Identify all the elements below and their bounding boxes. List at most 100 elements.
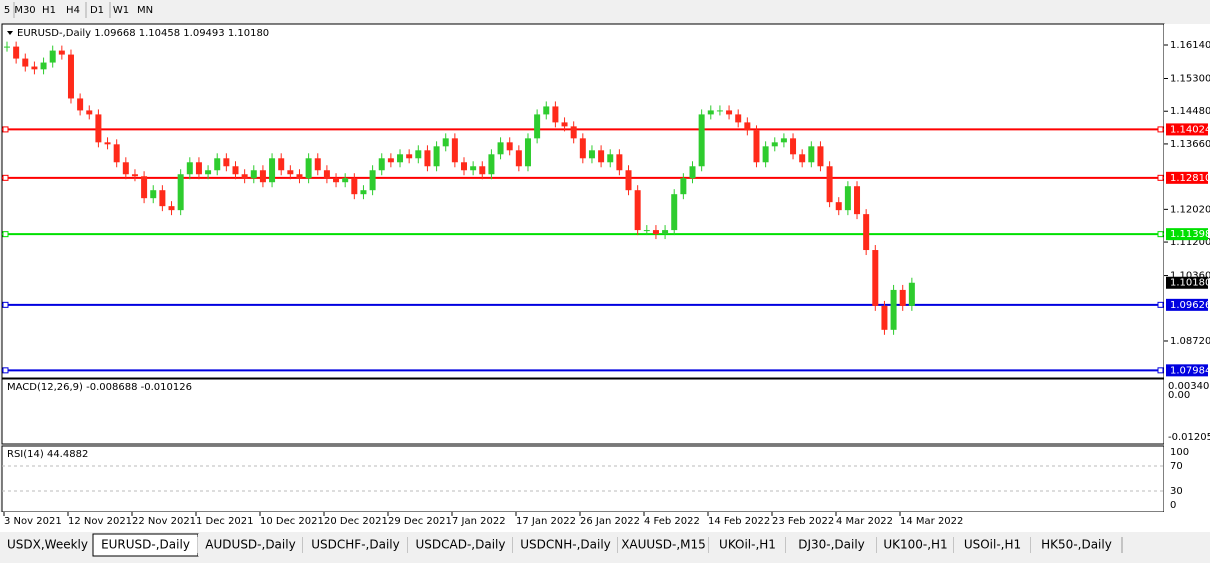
candle [534,114,541,139]
candle [387,158,394,163]
candle [588,150,595,159]
tab-label[interactable]: USDCNH-,Daily [520,538,611,552]
candle [369,170,376,191]
level-handle [1157,301,1164,308]
tab-label[interactable]: USDCHF-,Daily [311,538,399,552]
candle [698,114,705,167]
level-handle [1157,231,1164,238]
tab-label[interactable]: EURUSD-,Daily [101,538,190,552]
candle [168,206,175,211]
date-label: 7 Jan 2022 [452,516,506,527]
tab[interactable] [303,534,408,556]
tab[interactable] [954,534,1031,556]
candle [214,158,221,171]
candle [488,154,495,175]
date-label: 20 Dec 2021 [324,516,388,527]
timeframe-button[interactable]: D1 [90,5,104,16]
candle [570,126,577,139]
candle [58,50,65,55]
candle [680,178,687,195]
timeframe-button[interactable]: M30 [14,5,35,16]
date-label: 10 Dec 2021 [260,516,324,527]
candle [250,170,257,179]
tab[interactable] [1031,534,1122,556]
tab[interactable] [877,534,954,556]
tab-label[interactable]: USDX,Weekly [7,538,88,552]
candle [77,98,84,111]
candle [397,154,404,163]
candle [634,190,641,231]
tab[interactable] [198,534,303,556]
candle [662,230,669,235]
candle [524,138,531,167]
candle [497,142,504,155]
level-tag [1166,171,1208,184]
tab-label[interactable]: UK100-,H1 [883,538,947,552]
tab-label[interactable]: DJ30-,Daily [798,538,865,552]
tab-label[interactable]: UKOil-,H1 [719,538,776,552]
candle [844,186,851,211]
tab-label[interactable]: XAUUSD-,M15 [621,538,706,552]
candle [86,110,93,115]
candle [854,186,861,215]
candle [671,194,678,231]
timeframe-button[interactable]: H1 [42,5,56,16]
candle [241,174,248,179]
tab[interactable] [618,534,709,556]
candle [552,106,559,123]
tab-label[interactable]: USDCAD-,Daily [416,538,506,552]
candle [150,190,157,199]
date-label: 1 Dec 2021 [196,516,254,527]
candle [616,154,623,171]
candle [40,62,47,70]
timeframe-button[interactable]: W1 [113,5,129,16]
candle [159,190,166,207]
candle [790,138,797,155]
candle [808,146,815,163]
candle [461,162,467,171]
candle [378,158,385,171]
candle [195,162,202,175]
candle [269,158,276,183]
timeframe-button[interactable]: MN [137,5,153,16]
candle [726,110,733,115]
date-label: 29 Dec 2021 [388,516,452,527]
level-handle [2,231,9,238]
tab[interactable] [2,534,93,556]
timeframe-button[interactable]: H4 [66,5,80,16]
candle [278,158,285,171]
timeframe-button[interactable]: 5 [4,5,10,16]
level-tag [1166,298,1208,311]
candle [104,142,111,145]
candle [305,158,312,179]
date-label: 14 Mar 2022 [900,516,963,527]
candle [451,138,458,163]
rsi-label: RSI(14) 44.4882 [7,449,88,460]
tab-label[interactable]: USOil-,H1 [964,538,1021,552]
level-tag [1166,364,1208,377]
candle [780,138,787,143]
menu-arrow [7,31,13,35]
tab[interactable] [513,534,618,556]
tab[interactable] [709,534,786,556]
candle [771,142,778,147]
candle [415,150,422,159]
tab-label[interactable]: HK50-,Daily [1041,538,1112,552]
tab-label[interactable]: AUDUSD-,Daily [205,538,295,552]
price-tick-label: 1.13660 [1170,139,1210,150]
candle [360,190,367,195]
price-tick-label: 1.11200 [1170,237,1210,248]
candle [543,106,550,115]
candle [4,46,10,48]
candle [13,46,20,59]
tab[interactable] [786,534,877,556]
candle [113,144,120,163]
level-tag [1166,123,1208,136]
candle [351,178,358,195]
candle [205,170,212,175]
candle [908,282,915,306]
candle [689,166,696,179]
tab[interactable] [408,534,513,556]
price-tick-label: 1.12020 [1170,204,1210,215]
